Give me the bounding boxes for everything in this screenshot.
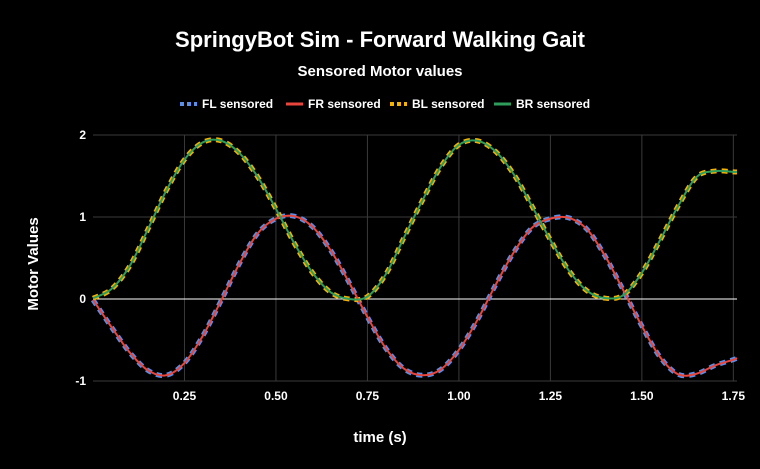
x-tick-label: 0.25 [173,389,197,403]
x-axis-ticks: 0.25 0.50 0.75 1.00 1.25 1.50 1.75 [173,389,746,403]
legend-label-fr-sensored: FR sensored [308,97,381,111]
x-tick-label: 1.50 [630,389,654,403]
y-tick-label: 2 [79,128,86,142]
y-axis-ticks: -1 0 1 2 [75,128,86,388]
chart-subtitle: Sensored Motor values [297,63,462,80]
y-tick-label: 0 [79,292,86,306]
x-axis-label: time (s) [353,429,406,446]
y-tick-label: -1 [75,374,86,388]
chart-title: SpringyBot Sim - Forward Walking Gait [175,27,586,52]
legend-label-br-sensored: BR sensored [516,97,590,111]
x-tick-label: 0.50 [264,389,288,403]
series-fr-sensored-line [92,214,738,377]
series-br-sensored-line [92,138,738,301]
series-lines [90,137,739,379]
x-tick-label: 1.25 [539,389,563,403]
x-tick-label: 1.75 [722,389,746,403]
x-tick-label: 0.75 [356,389,380,403]
y-tick-label: 1 [79,210,86,224]
legend: FL sensored FR sensored BL sensored BR sens… [180,97,590,111]
legend-label-fl-sensored: FL sensored [202,97,273,111]
y-axis-label: Motor Values [25,217,42,310]
x-tick-label: 1.00 [447,389,471,403]
legend-label-bl-sensored: BL sensored [412,97,484,111]
